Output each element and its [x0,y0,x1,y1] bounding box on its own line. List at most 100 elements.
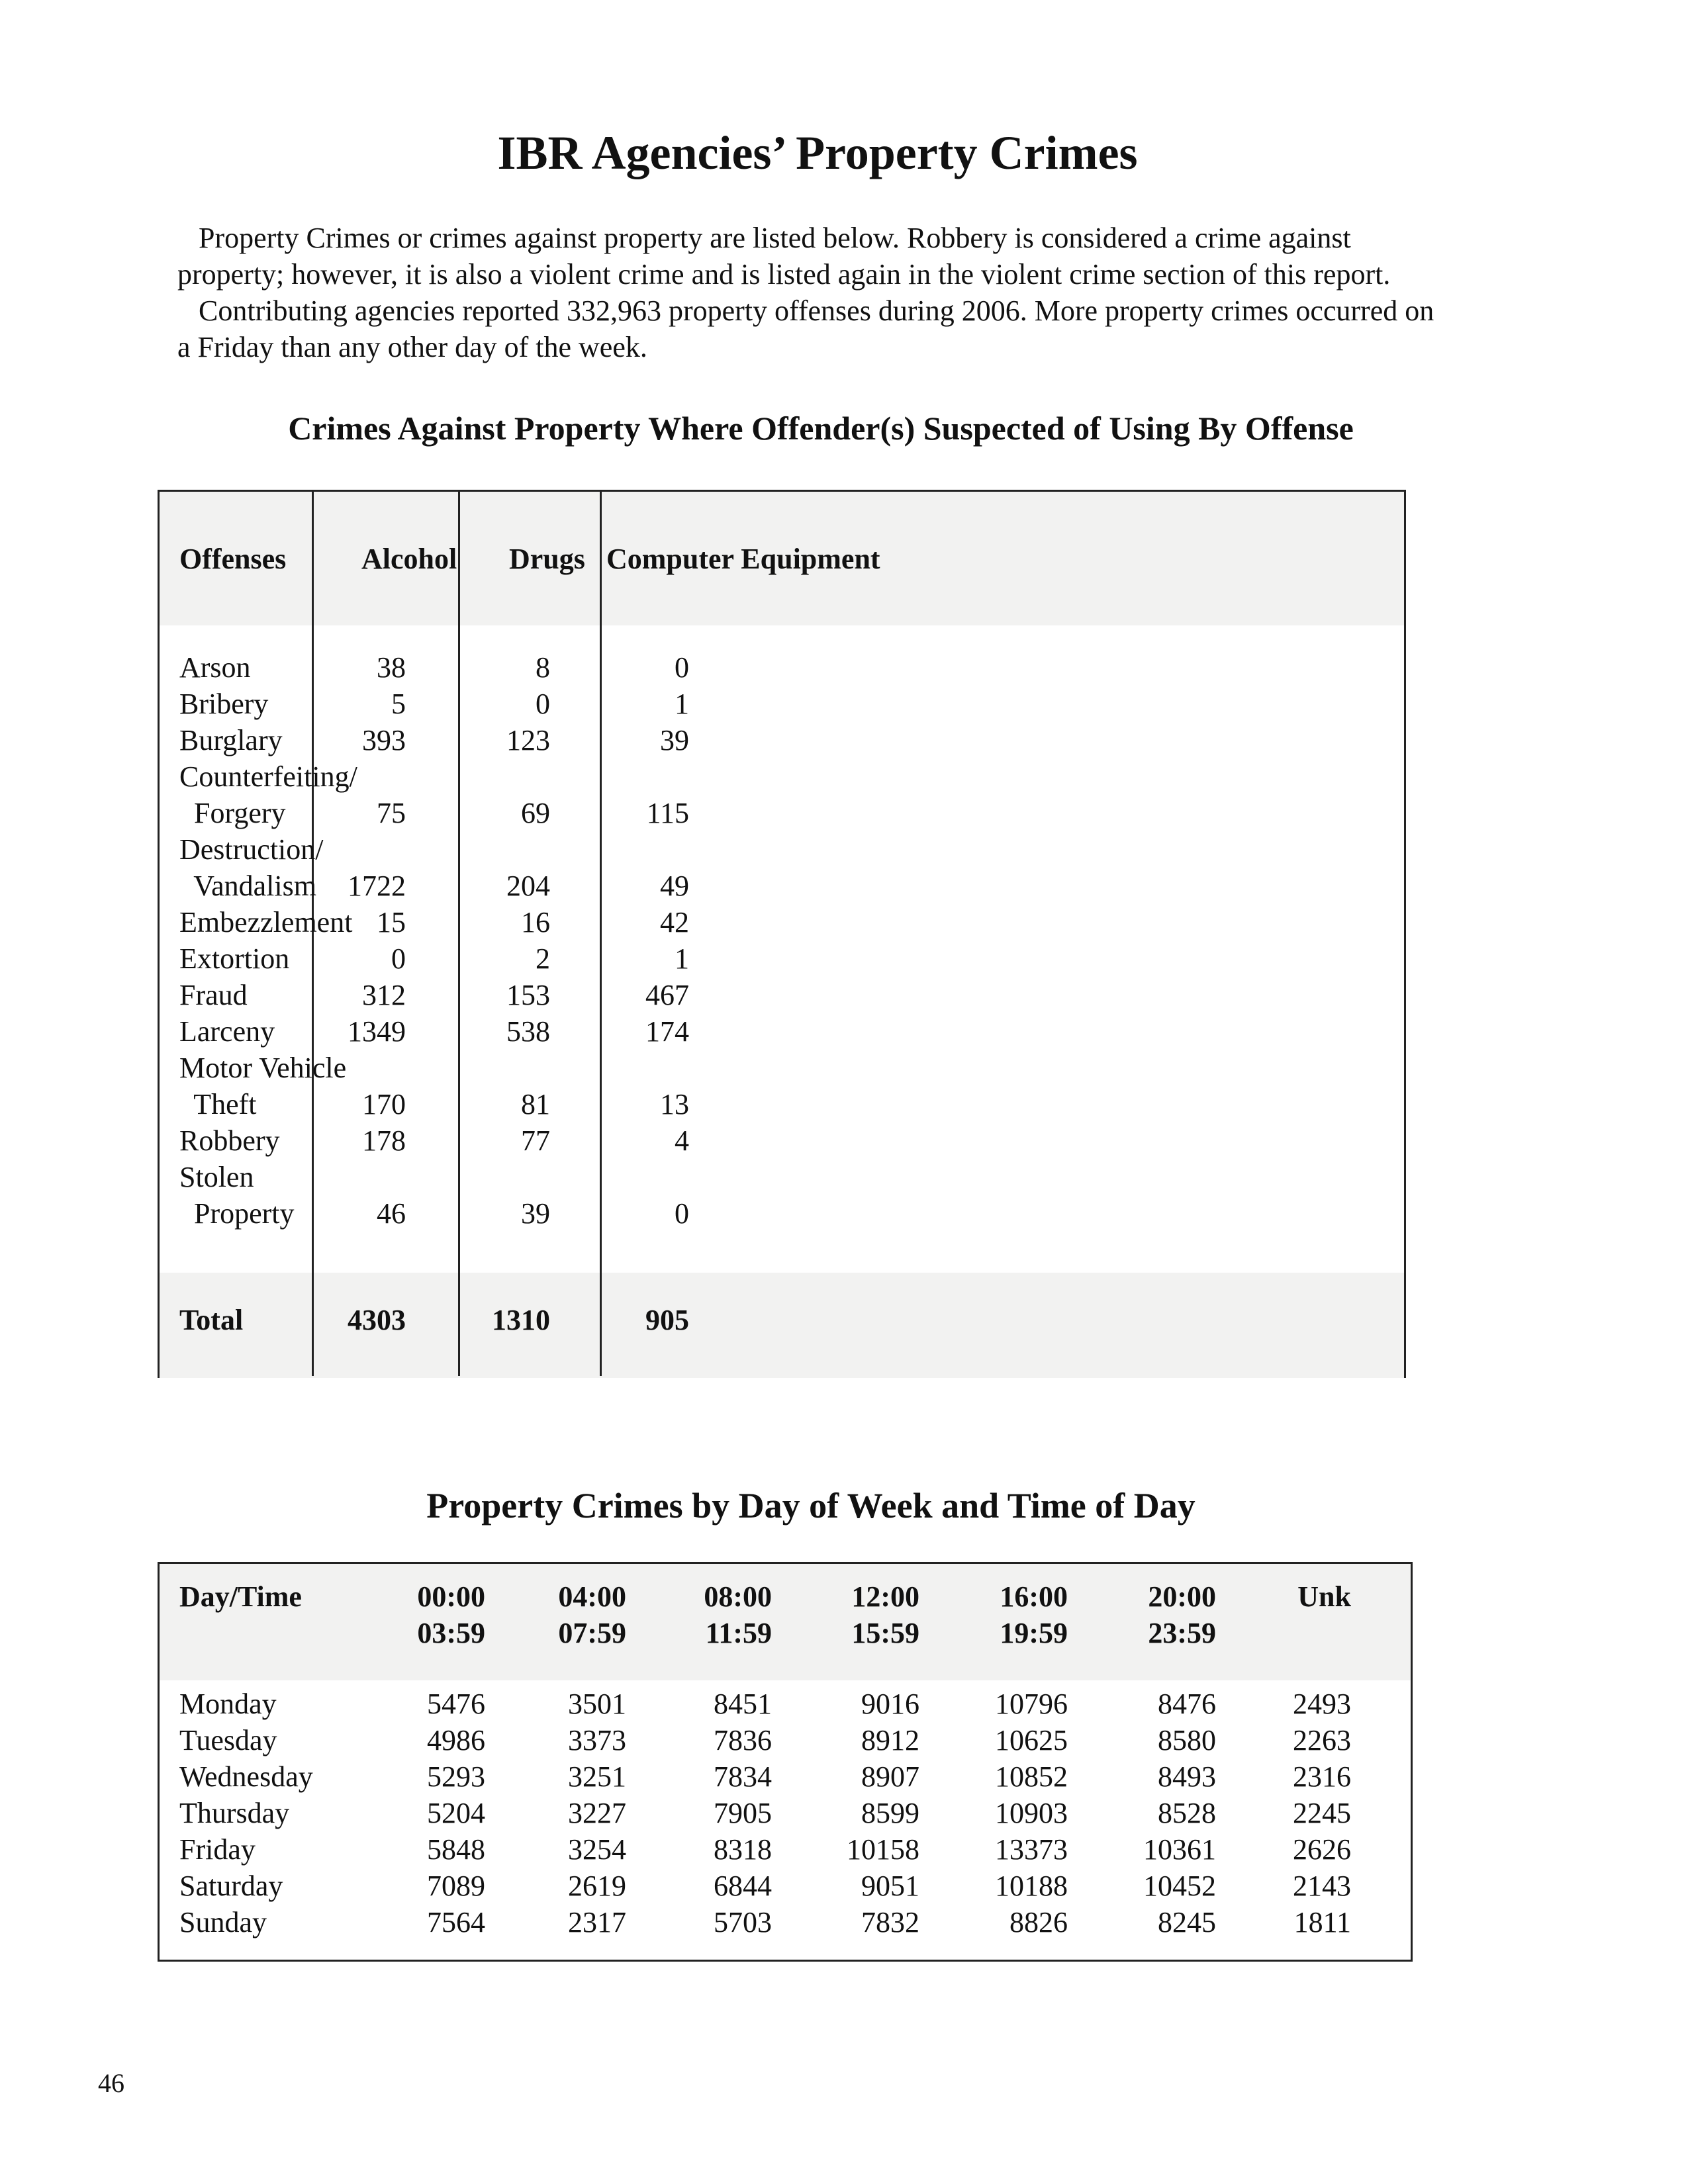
table-row: Stolen Property 46 39 0 [160,1159,1404,1232]
cell-count: 8912 [861,1724,919,1756]
cell-count: 8318 [714,1833,772,1866]
intro-text: Property Crimes or crimes against proper… [177,220,1435,365]
day-label: Wednesday [179,1760,313,1793]
cell-count: 7089 [427,1870,485,1902]
header-time-slot: 00:00 03:59 [417,1580,485,1649]
cell-computer: 174 [645,1015,689,1048]
intro-paragraph: Contributing agencies reported 332,963 p… [177,295,1434,363]
offense-label: Motor Vehicle Theft [179,1052,347,1120]
header-time-slot: 20:00 23:59 [1148,1580,1216,1649]
offense-label: Embezzlement [179,906,353,938]
offense-rows: Arson 38 8 0 Bribery 5 0 1 Burglary 393 123 39 Count… [160,649,1404,1232]
cell-alcohol: 393 [362,724,406,756]
cell-alcohol: 1722 [348,870,406,902]
cell-drugs: 69 [521,797,550,829]
header-time-slot: 08:00 11:59 [704,1580,772,1649]
cell-count: 2263 [1293,1724,1351,1756]
cell-drugs: 16 [521,906,550,938]
cell-count: 1811 [1293,1906,1351,1938]
cell-count: 8907 [861,1760,919,1793]
cell-count: 5204 [427,1797,485,1829]
cell-count: 10852 [995,1760,1068,1793]
offense-label: Robbery [179,1124,280,1157]
cell-count: 8451 [714,1688,772,1720]
cell-count: 5476 [427,1688,485,1720]
header-time-slot: 12:00 15:59 [851,1580,919,1649]
table-row: Larceny 1349 538 174 [160,1013,1404,1050]
cell-drugs: 2 [536,942,550,975]
cell-count: 8826 [1009,1906,1068,1938]
table-row: Destruction/ Vandalism 1722 204 49 [160,831,1404,904]
table-row: Monday 5476 3501 8451 9016 10796 8476 2493 [160,1686,1411,1722]
cell-count: 3251 [568,1760,626,1793]
cell-count: 7836 [714,1724,772,1756]
offense-label: Destruction/ Vandalism [179,833,324,902]
column-divider [600,492,602,1376]
cell-count: 8528 [1158,1797,1216,1829]
cell-computer: 13 [660,1088,689,1120]
cell-count: 4986 [427,1724,485,1756]
cell-count: 2316 [1293,1760,1351,1793]
cell-count: 2245 [1293,1797,1351,1829]
cell-count: 13373 [995,1833,1068,1866]
cell-count: 8476 [1158,1688,1216,1720]
offender-suspected-table: Offenses Alcohol Drugs Computer Equipmen… [158,490,1406,1378]
page-title: IBR Agencies’ Property Crimes [497,126,1138,179]
header-offenses: Offenses [179,543,287,575]
cell-count: 3227 [568,1797,626,1829]
cell-count: 10188 [995,1870,1068,1902]
table-total-band [160,1273,1404,1378]
cell-computer: 42 [660,906,689,938]
cell-count: 10903 [995,1797,1068,1829]
table-row: Counterfeiting/ Forgery 75 69 115 [160,758,1404,831]
cell-computer: 115 [646,797,689,829]
cell-count: 10796 [995,1688,1068,1720]
header-computer-equipment: Computer Equipment [606,543,880,575]
cell-drugs: 77 [521,1124,550,1157]
cell-count: 2493 [1293,1688,1351,1720]
table-row: Motor Vehicle Theft 170 81 13 [160,1050,1404,1122]
cell-count: 2143 [1293,1870,1351,1902]
day-time-table-title: Property Crimes by Day of Week and Time … [426,1486,1196,1525]
offense-label: Counterfeiting/ Forgery [179,760,357,829]
cell-alcohol: 5 [391,688,406,720]
offense-label: Arson [179,651,251,684]
table-row: Tuesday 4986 3373 7836 8912 10625 8580 2263 [160,1722,1411,1758]
cell-count: 3254 [568,1833,626,1866]
intro-paragraph: Property Crimes or crimes against proper… [177,222,1391,291]
table-row: Sunday 7564 2317 5703 7832 8826 8245 1811 [160,1904,1411,1940]
cell-count: 8599 [861,1797,919,1829]
header-drugs: Drugs [509,543,585,575]
cell-drugs: 39 [521,1197,550,1230]
total-drugs: 1310 [492,1304,550,1336]
cell-alcohol: 312 [362,979,406,1011]
table-row: Robbery 178 77 4 [160,1122,1404,1159]
offense-label: Extortion [179,942,290,975]
cell-count: 7832 [861,1906,919,1938]
day-rows: Monday 5476 3501 8451 9016 10796 8476 2493 Tuesd… [160,1686,1411,1940]
cell-count: 10625 [995,1724,1068,1756]
cell-drugs: 0 [536,688,550,720]
cell-count: 3373 [568,1724,626,1756]
header-day-time: Day/Time [179,1580,302,1613]
day-label: Friday [179,1833,256,1866]
total-row: Total 4303 1310 905 [160,1303,1404,1340]
cell-alcohol: 75 [377,797,406,829]
cell-alcohol: 0 [391,942,406,975]
cell-count: 8580 [1158,1724,1216,1756]
offense-label: Burglary [179,724,283,756]
cell-count: 5848 [427,1833,485,1866]
table-row: Saturday 7089 2619 6844 9051 10188 10452 2143 [160,1868,1411,1904]
table-header-band [160,492,1404,625]
cell-computer: 1 [675,942,689,975]
cell-alcohol: 170 [362,1088,406,1120]
cell-alcohol: 178 [362,1124,406,1157]
cell-count: 7564 [427,1906,485,1938]
cell-drugs: 538 [506,1015,550,1048]
cell-count: 2619 [568,1870,626,1902]
offender-suspected-table-title: Crimes Against Property Where Offender(s… [288,410,1354,447]
table-row: Embezzlement 15 16 42 [160,904,1404,940]
table-row: Extortion 0 2 1 [160,940,1404,977]
cell-count: 9051 [861,1870,919,1902]
total-label: Total [179,1304,244,1336]
